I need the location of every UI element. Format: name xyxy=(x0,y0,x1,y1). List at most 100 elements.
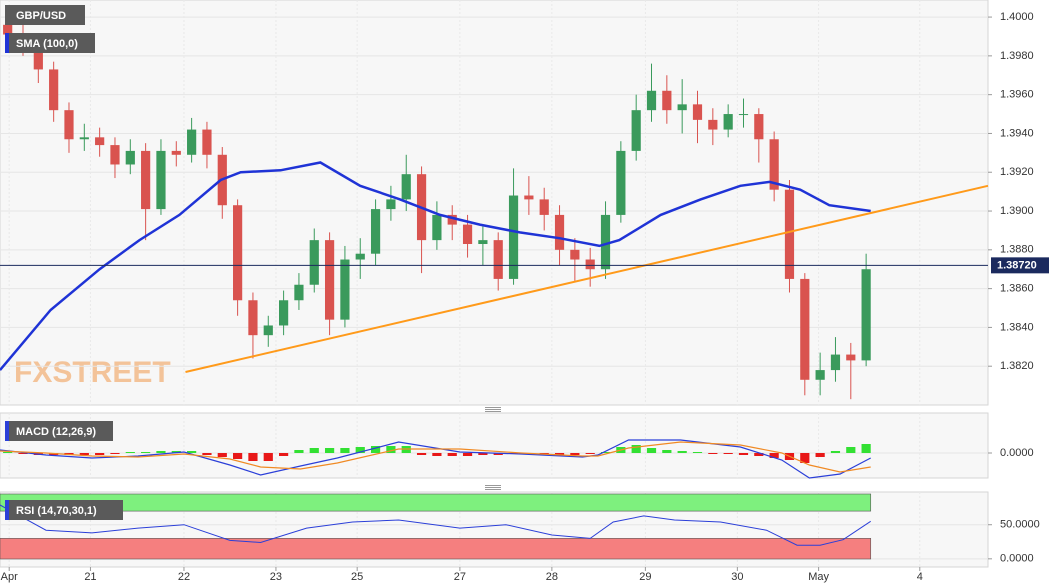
x-tick-label: 29 xyxy=(639,571,651,583)
histogram-bar xyxy=(432,453,442,456)
histogram-bar xyxy=(141,452,151,453)
candle-body xyxy=(830,354,841,371)
histogram-bar xyxy=(263,453,273,461)
histogram-bar xyxy=(248,453,258,461)
candle-body xyxy=(110,145,120,165)
sma-line xyxy=(0,161,871,371)
x-tick-label: 21 xyxy=(84,571,96,583)
histogram-bar xyxy=(187,451,197,453)
legend-box xyxy=(5,33,95,53)
candle-body xyxy=(294,284,304,301)
histogram-bar xyxy=(493,453,503,455)
x-tick-label: 23 xyxy=(270,571,282,583)
histogram-bar xyxy=(233,453,243,459)
candle-body xyxy=(95,137,105,146)
candle-body xyxy=(815,370,825,380)
candle-body xyxy=(662,90,672,111)
candle-body xyxy=(738,114,749,116)
histogram-bar xyxy=(478,453,488,455)
histogram-bar xyxy=(708,453,718,454)
rsi-line xyxy=(0,504,871,546)
candle-body xyxy=(800,278,810,380)
histogram-bar xyxy=(646,448,657,453)
candle-body xyxy=(585,259,595,270)
candle-body xyxy=(141,150,151,210)
histogram-bar xyxy=(723,453,733,454)
y-tick-label: 0.0000 xyxy=(1000,553,1034,565)
y-tick-label: 1.3920 xyxy=(1000,166,1034,178)
watermark: FXSTREET xyxy=(14,356,171,389)
y-tick-label: 0.0000 xyxy=(1000,447,1034,459)
legend-swatch xyxy=(5,500,9,520)
candle-body xyxy=(401,174,411,200)
y-tick-label: 1.4000 xyxy=(1000,11,1034,23)
y-tick-label: 1.3980 xyxy=(1000,50,1034,62)
y-tick-label: 1.3820 xyxy=(1000,360,1034,372)
histogram-bar xyxy=(416,453,427,455)
x-tick-label: May xyxy=(808,571,829,583)
candle-body xyxy=(324,240,335,320)
x-tick-label: 28 xyxy=(546,571,558,583)
macd-line xyxy=(0,441,871,473)
candle-body xyxy=(600,214,611,270)
macd-label: MACD (12,26,9) xyxy=(16,426,96,438)
histogram-bar xyxy=(95,453,105,455)
legend-box xyxy=(5,500,123,520)
candle-body xyxy=(248,300,258,336)
y-tick-label: 1.3940 xyxy=(1000,127,1034,139)
y-tick-label: 1.3960 xyxy=(1000,89,1034,101)
candle-body xyxy=(156,150,166,210)
legend-swatch xyxy=(5,33,9,53)
legend-box xyxy=(5,421,113,441)
histogram-bar xyxy=(156,451,166,453)
legend-swatch xyxy=(5,421,9,441)
candle-body xyxy=(125,150,135,165)
plot-layer xyxy=(0,0,992,571)
legend-box xyxy=(5,5,85,25)
histogram-bar xyxy=(815,453,825,457)
rsi-label: RSI (14,70,30,1) xyxy=(16,505,97,517)
trendline xyxy=(185,184,989,373)
last-price-box xyxy=(991,257,1049,274)
candle-body xyxy=(233,205,243,301)
x-tick-label: 25 xyxy=(351,571,363,583)
histogram-bar xyxy=(110,453,120,454)
histogram-bar xyxy=(631,445,641,453)
candle-body xyxy=(432,214,442,241)
x-tick-label: 4 xyxy=(917,571,923,583)
histogram-bar xyxy=(539,453,549,454)
histogram-bar xyxy=(662,450,672,453)
histogram-bar xyxy=(462,453,473,456)
candle-body xyxy=(677,104,687,111)
histogram-bar xyxy=(830,451,841,453)
histogram-bar xyxy=(677,451,687,453)
candle-body xyxy=(708,119,718,130)
histogram-bar xyxy=(3,452,13,453)
macd-panel xyxy=(0,412,989,479)
candle-body xyxy=(355,253,365,260)
histogram-bar xyxy=(692,452,703,453)
histogram-bar xyxy=(340,448,350,453)
candle-body xyxy=(49,69,59,111)
y-tick-label: 1.3880 xyxy=(1000,244,1034,256)
candle-body xyxy=(447,214,457,225)
histogram-bar xyxy=(861,444,871,453)
histogram-bar xyxy=(355,447,365,453)
candle-body xyxy=(478,240,488,245)
histogram-bar xyxy=(738,453,749,455)
histogram-bar xyxy=(309,448,319,453)
histogram-bar xyxy=(585,453,595,454)
x-tick-label: 27 xyxy=(454,571,466,583)
candle-body xyxy=(539,199,549,215)
pair-label: GBP/USD xyxy=(16,10,66,22)
candle-body xyxy=(279,300,289,326)
histogram-bar xyxy=(600,452,611,453)
panel-handle[interactable] xyxy=(485,407,501,412)
x-tick-label: 22 xyxy=(178,571,190,583)
candle-body xyxy=(754,114,764,140)
y-tick-label: 1.3900 xyxy=(1000,205,1034,217)
histogram-bar xyxy=(800,453,810,463)
candle-body xyxy=(340,259,350,320)
panel-handle[interactable] xyxy=(485,485,501,490)
